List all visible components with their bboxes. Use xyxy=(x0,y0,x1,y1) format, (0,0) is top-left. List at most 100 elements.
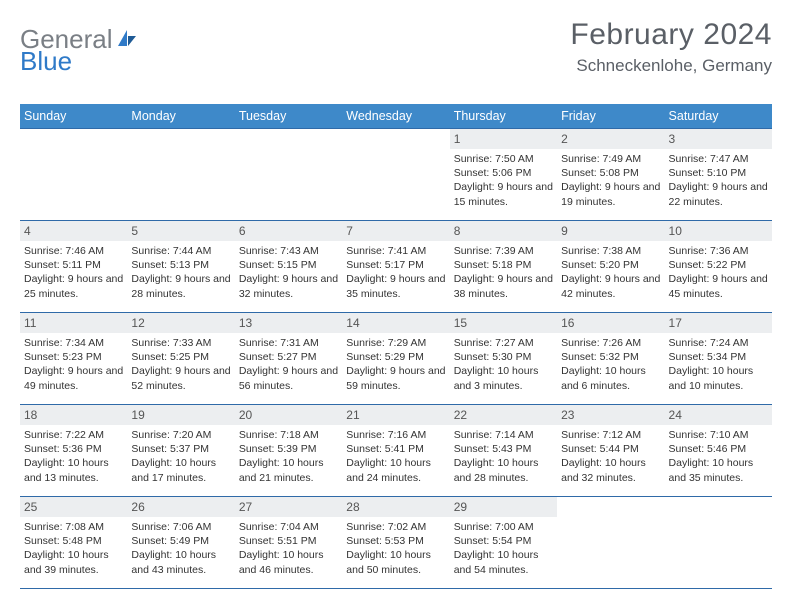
sunset-line: Sunset: 5:20 PM xyxy=(561,258,662,272)
sunset-line: Sunset: 5:15 PM xyxy=(239,258,340,272)
calendar-day-cell xyxy=(127,129,234,221)
daylight-line: Daylight: 10 hours and 54 minutes. xyxy=(454,548,555,576)
daylight-line: Daylight: 10 hours and 17 minutes. xyxy=(131,456,232,484)
daylight-line: Daylight: 9 hours and 25 minutes. xyxy=(24,272,125,300)
sunset-line: Sunset: 5:54 PM xyxy=(454,534,555,548)
weekday-header: Sunday xyxy=(20,104,127,129)
daylight-line: Daylight: 10 hours and 43 minutes. xyxy=(131,548,232,576)
weekday-header: Thursday xyxy=(450,104,557,129)
sunrise-line: Sunrise: 7:24 AM xyxy=(669,336,770,350)
calendar-day-cell xyxy=(665,497,772,589)
calendar-day-cell xyxy=(235,129,342,221)
day-number: 21 xyxy=(342,405,449,425)
calendar-day-cell: 1Sunrise: 7:50 AMSunset: 5:06 PMDaylight… xyxy=(450,129,557,221)
sunrise-line: Sunrise: 7:47 AM xyxy=(669,152,770,166)
sunrise-line: Sunrise: 7:41 AM xyxy=(346,244,447,258)
day-details: Sunrise: 7:34 AMSunset: 5:23 PMDaylight:… xyxy=(20,333,127,396)
sunset-line: Sunset: 5:39 PM xyxy=(239,442,340,456)
day-number xyxy=(342,129,449,149)
day-details: Sunrise: 7:06 AMSunset: 5:49 PMDaylight:… xyxy=(127,517,234,580)
calendar-day-cell: 18Sunrise: 7:22 AMSunset: 5:36 PMDayligh… xyxy=(20,405,127,497)
daylight-line: Daylight: 9 hours and 28 minutes. xyxy=(131,272,232,300)
day-number: 18 xyxy=(20,405,127,425)
day-number: 9 xyxy=(557,221,664,241)
sunset-line: Sunset: 5:43 PM xyxy=(454,442,555,456)
calendar-day-cell: 15Sunrise: 7:27 AMSunset: 5:30 PMDayligh… xyxy=(450,313,557,405)
sunset-line: Sunset: 5:10 PM xyxy=(669,166,770,180)
daylight-line: Daylight: 10 hours and 35 minutes. xyxy=(669,456,770,484)
day-number: 23 xyxy=(557,405,664,425)
sunrise-line: Sunrise: 7:06 AM xyxy=(131,520,232,534)
day-details: Sunrise: 7:27 AMSunset: 5:30 PMDaylight:… xyxy=(450,333,557,396)
day-details: Sunrise: 7:20 AMSunset: 5:37 PMDaylight:… xyxy=(127,425,234,488)
sunrise-line: Sunrise: 7:18 AM xyxy=(239,428,340,442)
day-number: 24 xyxy=(665,405,772,425)
day-details: Sunrise: 7:04 AMSunset: 5:51 PMDaylight:… xyxy=(235,517,342,580)
page-title: February 2024 xyxy=(570,18,772,52)
daylight-line: Daylight: 10 hours and 39 minutes. xyxy=(24,548,125,576)
daylight-line: Daylight: 9 hours and 15 minutes. xyxy=(454,180,555,208)
day-number: 29 xyxy=(450,497,557,517)
sunset-line: Sunset: 5:08 PM xyxy=(561,166,662,180)
sunset-line: Sunset: 5:46 PM xyxy=(669,442,770,456)
day-details: Sunrise: 7:00 AMSunset: 5:54 PMDaylight:… xyxy=(450,517,557,580)
daylight-line: Daylight: 9 hours and 52 minutes. xyxy=(131,364,232,392)
day-number: 13 xyxy=(235,313,342,333)
daylight-line: Daylight: 10 hours and 6 minutes. xyxy=(561,364,662,392)
day-number xyxy=(557,497,664,517)
calendar-day-cell xyxy=(20,129,127,221)
sunset-line: Sunset: 5:44 PM xyxy=(561,442,662,456)
daylight-line: Daylight: 10 hours and 50 minutes. xyxy=(346,548,447,576)
calendar-day-cell: 19Sunrise: 7:20 AMSunset: 5:37 PMDayligh… xyxy=(127,405,234,497)
sunrise-line: Sunrise: 7:14 AM xyxy=(454,428,555,442)
calendar-day-cell: 6Sunrise: 7:43 AMSunset: 5:15 PMDaylight… xyxy=(235,221,342,313)
sunrise-line: Sunrise: 7:39 AM xyxy=(454,244,555,258)
daylight-line: Daylight: 10 hours and 13 minutes. xyxy=(24,456,125,484)
day-details: Sunrise: 7:08 AMSunset: 5:48 PMDaylight:… xyxy=(20,517,127,580)
daylight-line: Daylight: 10 hours and 21 minutes. xyxy=(239,456,340,484)
calendar-day-cell: 12Sunrise: 7:33 AMSunset: 5:25 PMDayligh… xyxy=(127,313,234,405)
sunrise-line: Sunrise: 7:00 AM xyxy=(454,520,555,534)
sunset-line: Sunset: 5:29 PM xyxy=(346,350,447,364)
day-number: 1 xyxy=(450,129,557,149)
sunset-line: Sunset: 5:48 PM xyxy=(24,534,125,548)
sunrise-line: Sunrise: 7:20 AM xyxy=(131,428,232,442)
day-number: 19 xyxy=(127,405,234,425)
day-details: Sunrise: 7:26 AMSunset: 5:32 PMDaylight:… xyxy=(557,333,664,396)
day-details: Sunrise: 7:12 AMSunset: 5:44 PMDaylight:… xyxy=(557,425,664,488)
sunset-line: Sunset: 5:13 PM xyxy=(131,258,232,272)
day-details: Sunrise: 7:10 AMSunset: 5:46 PMDaylight:… xyxy=(665,425,772,488)
day-number: 3 xyxy=(665,129,772,149)
calendar-day-cell: 28Sunrise: 7:02 AMSunset: 5:53 PMDayligh… xyxy=(342,497,449,589)
daylight-line: Daylight: 9 hours and 35 minutes. xyxy=(346,272,447,300)
day-details: Sunrise: 7:47 AMSunset: 5:10 PMDaylight:… xyxy=(665,149,772,212)
sunset-line: Sunset: 5:17 PM xyxy=(346,258,447,272)
daylight-line: Daylight: 9 hours and 59 minutes. xyxy=(346,364,447,392)
calendar-week-row: 18Sunrise: 7:22 AMSunset: 5:36 PMDayligh… xyxy=(20,405,772,497)
day-number: 10 xyxy=(665,221,772,241)
day-number: 4 xyxy=(20,221,127,241)
sunset-line: Sunset: 5:37 PM xyxy=(131,442,232,456)
day-number: 7 xyxy=(342,221,449,241)
sunset-line: Sunset: 5:06 PM xyxy=(454,166,555,180)
sunrise-line: Sunrise: 7:12 AM xyxy=(561,428,662,442)
calendar-day-cell: 29Sunrise: 7:00 AMSunset: 5:54 PMDayligh… xyxy=(450,497,557,589)
daylight-line: Daylight: 9 hours and 45 minutes. xyxy=(669,272,770,300)
day-details: Sunrise: 7:29 AMSunset: 5:29 PMDaylight:… xyxy=(342,333,449,396)
weekday-header: Wednesday xyxy=(342,104,449,129)
weekday-header: Saturday xyxy=(665,104,772,129)
sunrise-line: Sunrise: 7:27 AM xyxy=(454,336,555,350)
day-number: 14 xyxy=(342,313,449,333)
calendar-day-cell xyxy=(342,129,449,221)
calendar-body: 1Sunrise: 7:50 AMSunset: 5:06 PMDaylight… xyxy=(20,129,772,589)
day-number xyxy=(20,129,127,149)
sunrise-line: Sunrise: 7:16 AM xyxy=(346,428,447,442)
calendar-day-cell: 7 Sunrise: 7:41 AMSunset: 5:17 PMDaylight… xyxy=(342,221,449,313)
sunrise-line: Sunrise: 7:43 AM xyxy=(239,244,340,258)
calendar-day-cell: 13Sunrise: 7:31 AMSunset: 5:27 PMDayligh… xyxy=(235,313,342,405)
sunrise-line: Sunrise: 7:31 AM xyxy=(239,336,340,350)
sunset-line: Sunset: 5:30 PM xyxy=(454,350,555,364)
weekday-header: Tuesday xyxy=(235,104,342,129)
day-details: Sunrise: 7:44 AMSunset: 5:13 PMDaylight:… xyxy=(127,241,234,304)
calendar-day-cell: 10Sunrise: 7:36 AMSunset: 5:22 PMDayligh… xyxy=(665,221,772,313)
